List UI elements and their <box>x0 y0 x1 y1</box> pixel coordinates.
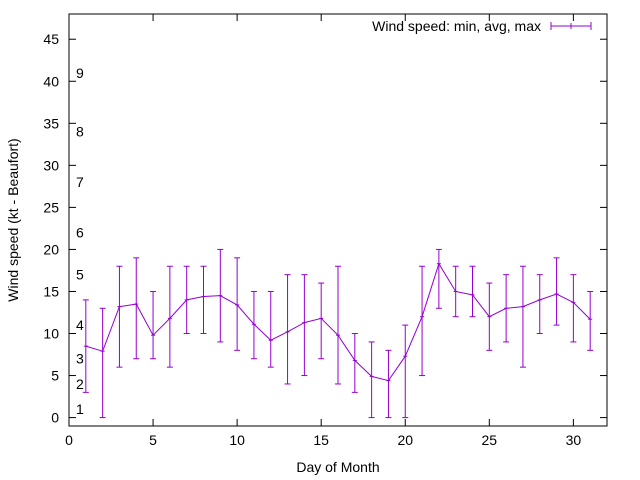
x-tick-label: 5 <box>149 432 157 448</box>
x-tick-label: 25 <box>482 432 498 448</box>
y-tick-label: 15 <box>43 283 59 299</box>
beaufort-label: 2 <box>76 376 84 392</box>
beaufort-label: 6 <box>76 225 84 241</box>
x-tick-label: 10 <box>229 432 245 448</box>
beaufort-label: 1 <box>76 401 84 417</box>
beaufort-scale-labels: 1 2 3 4 5 6 7 8 9 <box>76 65 84 417</box>
x-axis-ticks: 0 5 10 15 20 25 30 <box>65 14 581 448</box>
beaufort-label: 4 <box>76 317 84 333</box>
series-group <box>82 248 594 419</box>
beaufort-label: 7 <box>76 174 84 190</box>
plot-frame <box>68 13 608 427</box>
beaufort-label: 8 <box>76 124 84 140</box>
y-axis-label: Wind speed (kt - Beaufort) <box>5 138 21 301</box>
x-axis-label: Day of Month <box>296 459 379 475</box>
beaufort-label: 9 <box>76 65 84 81</box>
x-tick-label: 30 <box>566 432 582 448</box>
x-tick-label: 20 <box>397 432 413 448</box>
y-tick-label: 0 <box>51 410 59 426</box>
legend-label: Wind speed: min, avg, max <box>372 18 541 34</box>
x-tick-label: 0 <box>65 432 73 448</box>
y-tick-label: 45 <box>43 31 59 47</box>
y-tick-label: 10 <box>43 326 59 342</box>
legend: Wind speed: min, avg, max <box>372 18 592 34</box>
y-tick-label: 25 <box>43 199 59 215</box>
y-tick-label: 5 <box>51 368 59 384</box>
y-tick-label: 30 <box>43 157 59 173</box>
beaufort-label: 3 <box>76 351 84 367</box>
y-tick-label: 20 <box>43 241 59 257</box>
y-tick-label: 35 <box>43 115 59 131</box>
beaufort-label: 5 <box>76 267 84 283</box>
y-tick-label: 40 <box>43 73 59 89</box>
x-tick-label: 15 <box>313 432 329 448</box>
